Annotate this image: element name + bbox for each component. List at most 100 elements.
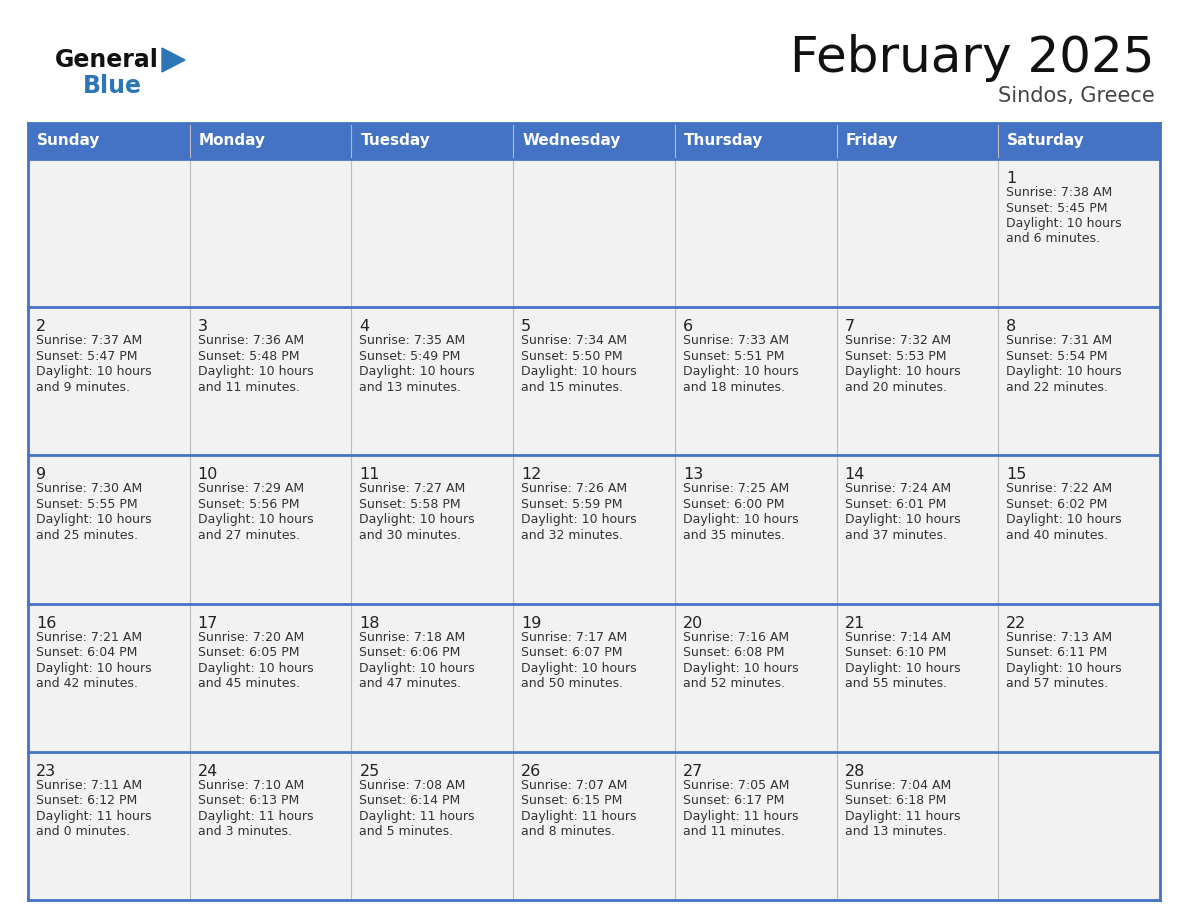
Text: and 57 minutes.: and 57 minutes.	[1006, 677, 1108, 690]
Text: Saturday: Saturday	[1007, 133, 1085, 149]
Text: Daylight: 10 hours: Daylight: 10 hours	[683, 513, 798, 526]
Text: Sunrise: 7:20 AM: Sunrise: 7:20 AM	[197, 631, 304, 644]
Text: Tuesday: Tuesday	[360, 133, 430, 149]
Text: and 55 minutes.: and 55 minutes.	[845, 677, 947, 690]
Text: Daylight: 10 hours: Daylight: 10 hours	[845, 662, 960, 675]
Text: 24: 24	[197, 764, 217, 778]
Text: 16: 16	[36, 616, 56, 631]
Text: 26: 26	[522, 764, 542, 778]
Text: Daylight: 10 hours: Daylight: 10 hours	[1006, 217, 1121, 230]
Text: and 45 minutes.: and 45 minutes.	[197, 677, 299, 690]
Text: Sunrise: 7:13 AM: Sunrise: 7:13 AM	[1006, 631, 1112, 644]
Text: 13: 13	[683, 467, 703, 482]
Text: 22: 22	[1006, 616, 1026, 631]
Text: Sunset: 5:56 PM: Sunset: 5:56 PM	[197, 498, 299, 511]
Text: Sunset: 6:07 PM: Sunset: 6:07 PM	[522, 646, 623, 659]
Text: and 0 minutes.: and 0 minutes.	[36, 825, 131, 838]
Text: and 37 minutes.: and 37 minutes.	[845, 529, 947, 542]
Text: Sunset: 6:01 PM: Sunset: 6:01 PM	[845, 498, 946, 511]
Text: and 30 minutes.: and 30 minutes.	[360, 529, 461, 542]
Text: and 9 minutes.: and 9 minutes.	[36, 381, 129, 394]
Text: Thursday: Thursday	[684, 133, 763, 149]
Text: and 18 minutes.: and 18 minutes.	[683, 381, 785, 394]
Text: Sunset: 5:48 PM: Sunset: 5:48 PM	[197, 350, 299, 363]
Text: Sunrise: 7:18 AM: Sunrise: 7:18 AM	[360, 631, 466, 644]
Bar	[29, 604, 1159, 752]
Text: 10: 10	[197, 467, 219, 482]
Text: Monday: Monday	[198, 133, 266, 149]
Polygon shape	[162, 48, 185, 72]
Text: 6: 6	[683, 319, 693, 334]
Text: and 3 minutes.: and 3 minutes.	[197, 825, 292, 838]
Text: Sunset: 5:55 PM: Sunset: 5:55 PM	[36, 498, 138, 511]
Text: Daylight: 10 hours: Daylight: 10 hours	[197, 662, 314, 675]
Text: Sunrise: 7:05 AM: Sunrise: 7:05 AM	[683, 778, 789, 792]
Text: Sunrise: 7:31 AM: Sunrise: 7:31 AM	[1006, 334, 1112, 347]
Text: Sunrise: 7:16 AM: Sunrise: 7:16 AM	[683, 631, 789, 644]
Text: Sunset: 5:54 PM: Sunset: 5:54 PM	[1006, 350, 1107, 363]
Text: Wednesday: Wednesday	[523, 133, 620, 149]
Text: Daylight: 10 hours: Daylight: 10 hours	[1006, 365, 1121, 378]
Text: Sunset: 5:45 PM: Sunset: 5:45 PM	[1006, 201, 1107, 215]
Text: Sindos, Greece: Sindos, Greece	[998, 86, 1155, 106]
Text: 20: 20	[683, 616, 703, 631]
Text: 2: 2	[36, 319, 46, 334]
Text: Daylight: 10 hours: Daylight: 10 hours	[522, 513, 637, 526]
Text: Sunset: 5:47 PM: Sunset: 5:47 PM	[36, 350, 138, 363]
Text: Sunrise: 7:17 AM: Sunrise: 7:17 AM	[522, 631, 627, 644]
Text: Daylight: 10 hours: Daylight: 10 hours	[683, 662, 798, 675]
Text: Sunrise: 7:38 AM: Sunrise: 7:38 AM	[1006, 186, 1112, 199]
Text: and 22 minutes.: and 22 minutes.	[1006, 381, 1108, 394]
Bar	[29, 752, 1159, 900]
Text: Sunrise: 7:32 AM: Sunrise: 7:32 AM	[845, 334, 950, 347]
Text: Daylight: 10 hours: Daylight: 10 hours	[197, 365, 314, 378]
Text: Sunset: 5:49 PM: Sunset: 5:49 PM	[360, 350, 461, 363]
Text: Sunrise: 7:22 AM: Sunrise: 7:22 AM	[1006, 482, 1112, 496]
Text: Sunrise: 7:37 AM: Sunrise: 7:37 AM	[36, 334, 143, 347]
Text: Daylight: 10 hours: Daylight: 10 hours	[1006, 513, 1121, 526]
Text: and 50 minutes.: and 50 minutes.	[522, 677, 624, 690]
Text: and 6 minutes.: and 6 minutes.	[1006, 232, 1100, 245]
Text: 19: 19	[522, 616, 542, 631]
Text: and 42 minutes.: and 42 minutes.	[36, 677, 138, 690]
Text: 25: 25	[360, 764, 380, 778]
Text: Daylight: 10 hours: Daylight: 10 hours	[522, 662, 637, 675]
Text: Sunrise: 7:34 AM: Sunrise: 7:34 AM	[522, 334, 627, 347]
Text: Sunset: 6:08 PM: Sunset: 6:08 PM	[683, 646, 784, 659]
Text: Sunset: 6:06 PM: Sunset: 6:06 PM	[360, 646, 461, 659]
Text: 3: 3	[197, 319, 208, 334]
Text: 4: 4	[360, 319, 369, 334]
Text: Sunset: 5:53 PM: Sunset: 5:53 PM	[845, 350, 946, 363]
Text: Daylight: 10 hours: Daylight: 10 hours	[36, 662, 152, 675]
Text: Daylight: 10 hours: Daylight: 10 hours	[845, 365, 960, 378]
Text: Sunset: 6:00 PM: Sunset: 6:00 PM	[683, 498, 784, 511]
Text: 8: 8	[1006, 319, 1017, 334]
Text: 12: 12	[522, 467, 542, 482]
Text: Sunset: 6:11 PM: Sunset: 6:11 PM	[1006, 646, 1107, 659]
Text: 14: 14	[845, 467, 865, 482]
Text: and 32 minutes.: and 32 minutes.	[522, 529, 623, 542]
Text: Sunset: 6:15 PM: Sunset: 6:15 PM	[522, 794, 623, 807]
Text: Sunrise: 7:04 AM: Sunrise: 7:04 AM	[845, 778, 950, 792]
Text: Sunset: 5:58 PM: Sunset: 5:58 PM	[360, 498, 461, 511]
Text: Sunset: 6:18 PM: Sunset: 6:18 PM	[845, 794, 946, 807]
Text: 21: 21	[845, 616, 865, 631]
Text: and 47 minutes.: and 47 minutes.	[360, 677, 461, 690]
Text: Sunrise: 7:27 AM: Sunrise: 7:27 AM	[360, 482, 466, 496]
Text: Daylight: 10 hours: Daylight: 10 hours	[522, 365, 637, 378]
Text: 1: 1	[1006, 171, 1017, 186]
Text: Daylight: 10 hours: Daylight: 10 hours	[36, 365, 152, 378]
Text: and 11 minutes.: and 11 minutes.	[683, 825, 785, 838]
Text: 23: 23	[36, 764, 56, 778]
Text: 28: 28	[845, 764, 865, 778]
Text: and 13 minutes.: and 13 minutes.	[845, 825, 947, 838]
Text: 15: 15	[1006, 467, 1026, 482]
Bar	[29, 123, 1159, 159]
Text: 18: 18	[360, 616, 380, 631]
Text: Sunrise: 7:35 AM: Sunrise: 7:35 AM	[360, 334, 466, 347]
Bar	[29, 455, 1159, 604]
Text: Sunset: 5:59 PM: Sunset: 5:59 PM	[522, 498, 623, 511]
Text: Daylight: 10 hours: Daylight: 10 hours	[1006, 662, 1121, 675]
Text: Sunset: 6:05 PM: Sunset: 6:05 PM	[197, 646, 299, 659]
Text: 7: 7	[845, 319, 854, 334]
